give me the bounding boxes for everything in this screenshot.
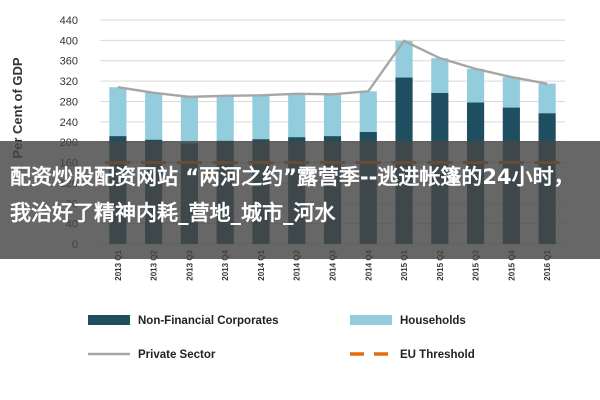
y-tick-label: 280 <box>60 96 78 108</box>
bar-households <box>395 40 413 78</box>
x-tick-label: 2015 Q1 <box>400 249 409 280</box>
y-tick-label: 320 <box>60 76 78 88</box>
bar-households <box>466 68 485 103</box>
caption-text: 配资炒股配资网站 “两河之约”露营季--逃进帐篷的24小时，我治好了精神内耗_营… <box>10 165 575 225</box>
y-axis-label: Per Cent of GDP <box>10 57 25 158</box>
x-tick-label: 2015 Q4 <box>507 249 516 280</box>
bar-households <box>288 93 306 138</box>
legend-swatch <box>88 315 130 325</box>
x-tick-label: 2015 Q2 <box>436 249 445 280</box>
legend-swatch <box>350 315 392 325</box>
x-tick-label: 2013 Q4 <box>221 249 230 280</box>
bar-households <box>538 83 556 114</box>
caption-overlay: 配资炒股配资网站 “两河之约”露营季--逃进帐篷的24小时，我治好了精神内耗_营… <box>0 141 600 259</box>
x-tick-label: 2013 Q1 <box>114 249 123 280</box>
x-tick-label: 2013 Q3 <box>185 249 194 280</box>
x-tick-label: 2013 Q2 <box>150 249 159 280</box>
bar-households <box>180 96 199 144</box>
legend-label: Private Sector <box>138 349 216 361</box>
legend-label: EU Threshold <box>400 349 475 361</box>
bar-households <box>359 91 377 132</box>
legend-label: Households <box>400 315 466 327</box>
bar-households <box>502 77 520 108</box>
bar-households <box>252 95 270 140</box>
y-tick-label: 360 <box>60 56 78 68</box>
bar-households <box>216 95 234 141</box>
x-axis-ticks: 2013 Q1 2013 Q2 2013 Q3 2013 Q4 2014 Q1 2014 … <box>114 249 552 280</box>
x-tick-label: 2016 Q1 <box>543 249 552 280</box>
bar-households <box>145 92 163 140</box>
bar-households <box>109 87 127 137</box>
x-tick-label: 2015 Q3 <box>472 249 481 280</box>
legend-label: Non-Financial Corporates <box>138 315 279 327</box>
x-tick-label: 2014 Q3 <box>329 249 338 280</box>
private-sector-line <box>117 39 548 99</box>
bar-households <box>431 58 449 93</box>
bar-households <box>323 94 342 137</box>
y-tick-label: 240 <box>60 117 78 129</box>
y-tick-label: 440 <box>60 15 78 27</box>
x-tick-label: 2014 Q4 <box>364 249 373 280</box>
x-tick-label: 2014 Q1 <box>257 249 266 280</box>
x-tick-label: 2014 Q2 <box>293 249 302 280</box>
y-tick-label: 400 <box>60 35 78 47</box>
legend: Non-Financial Corporates Households Privat… <box>88 315 475 361</box>
